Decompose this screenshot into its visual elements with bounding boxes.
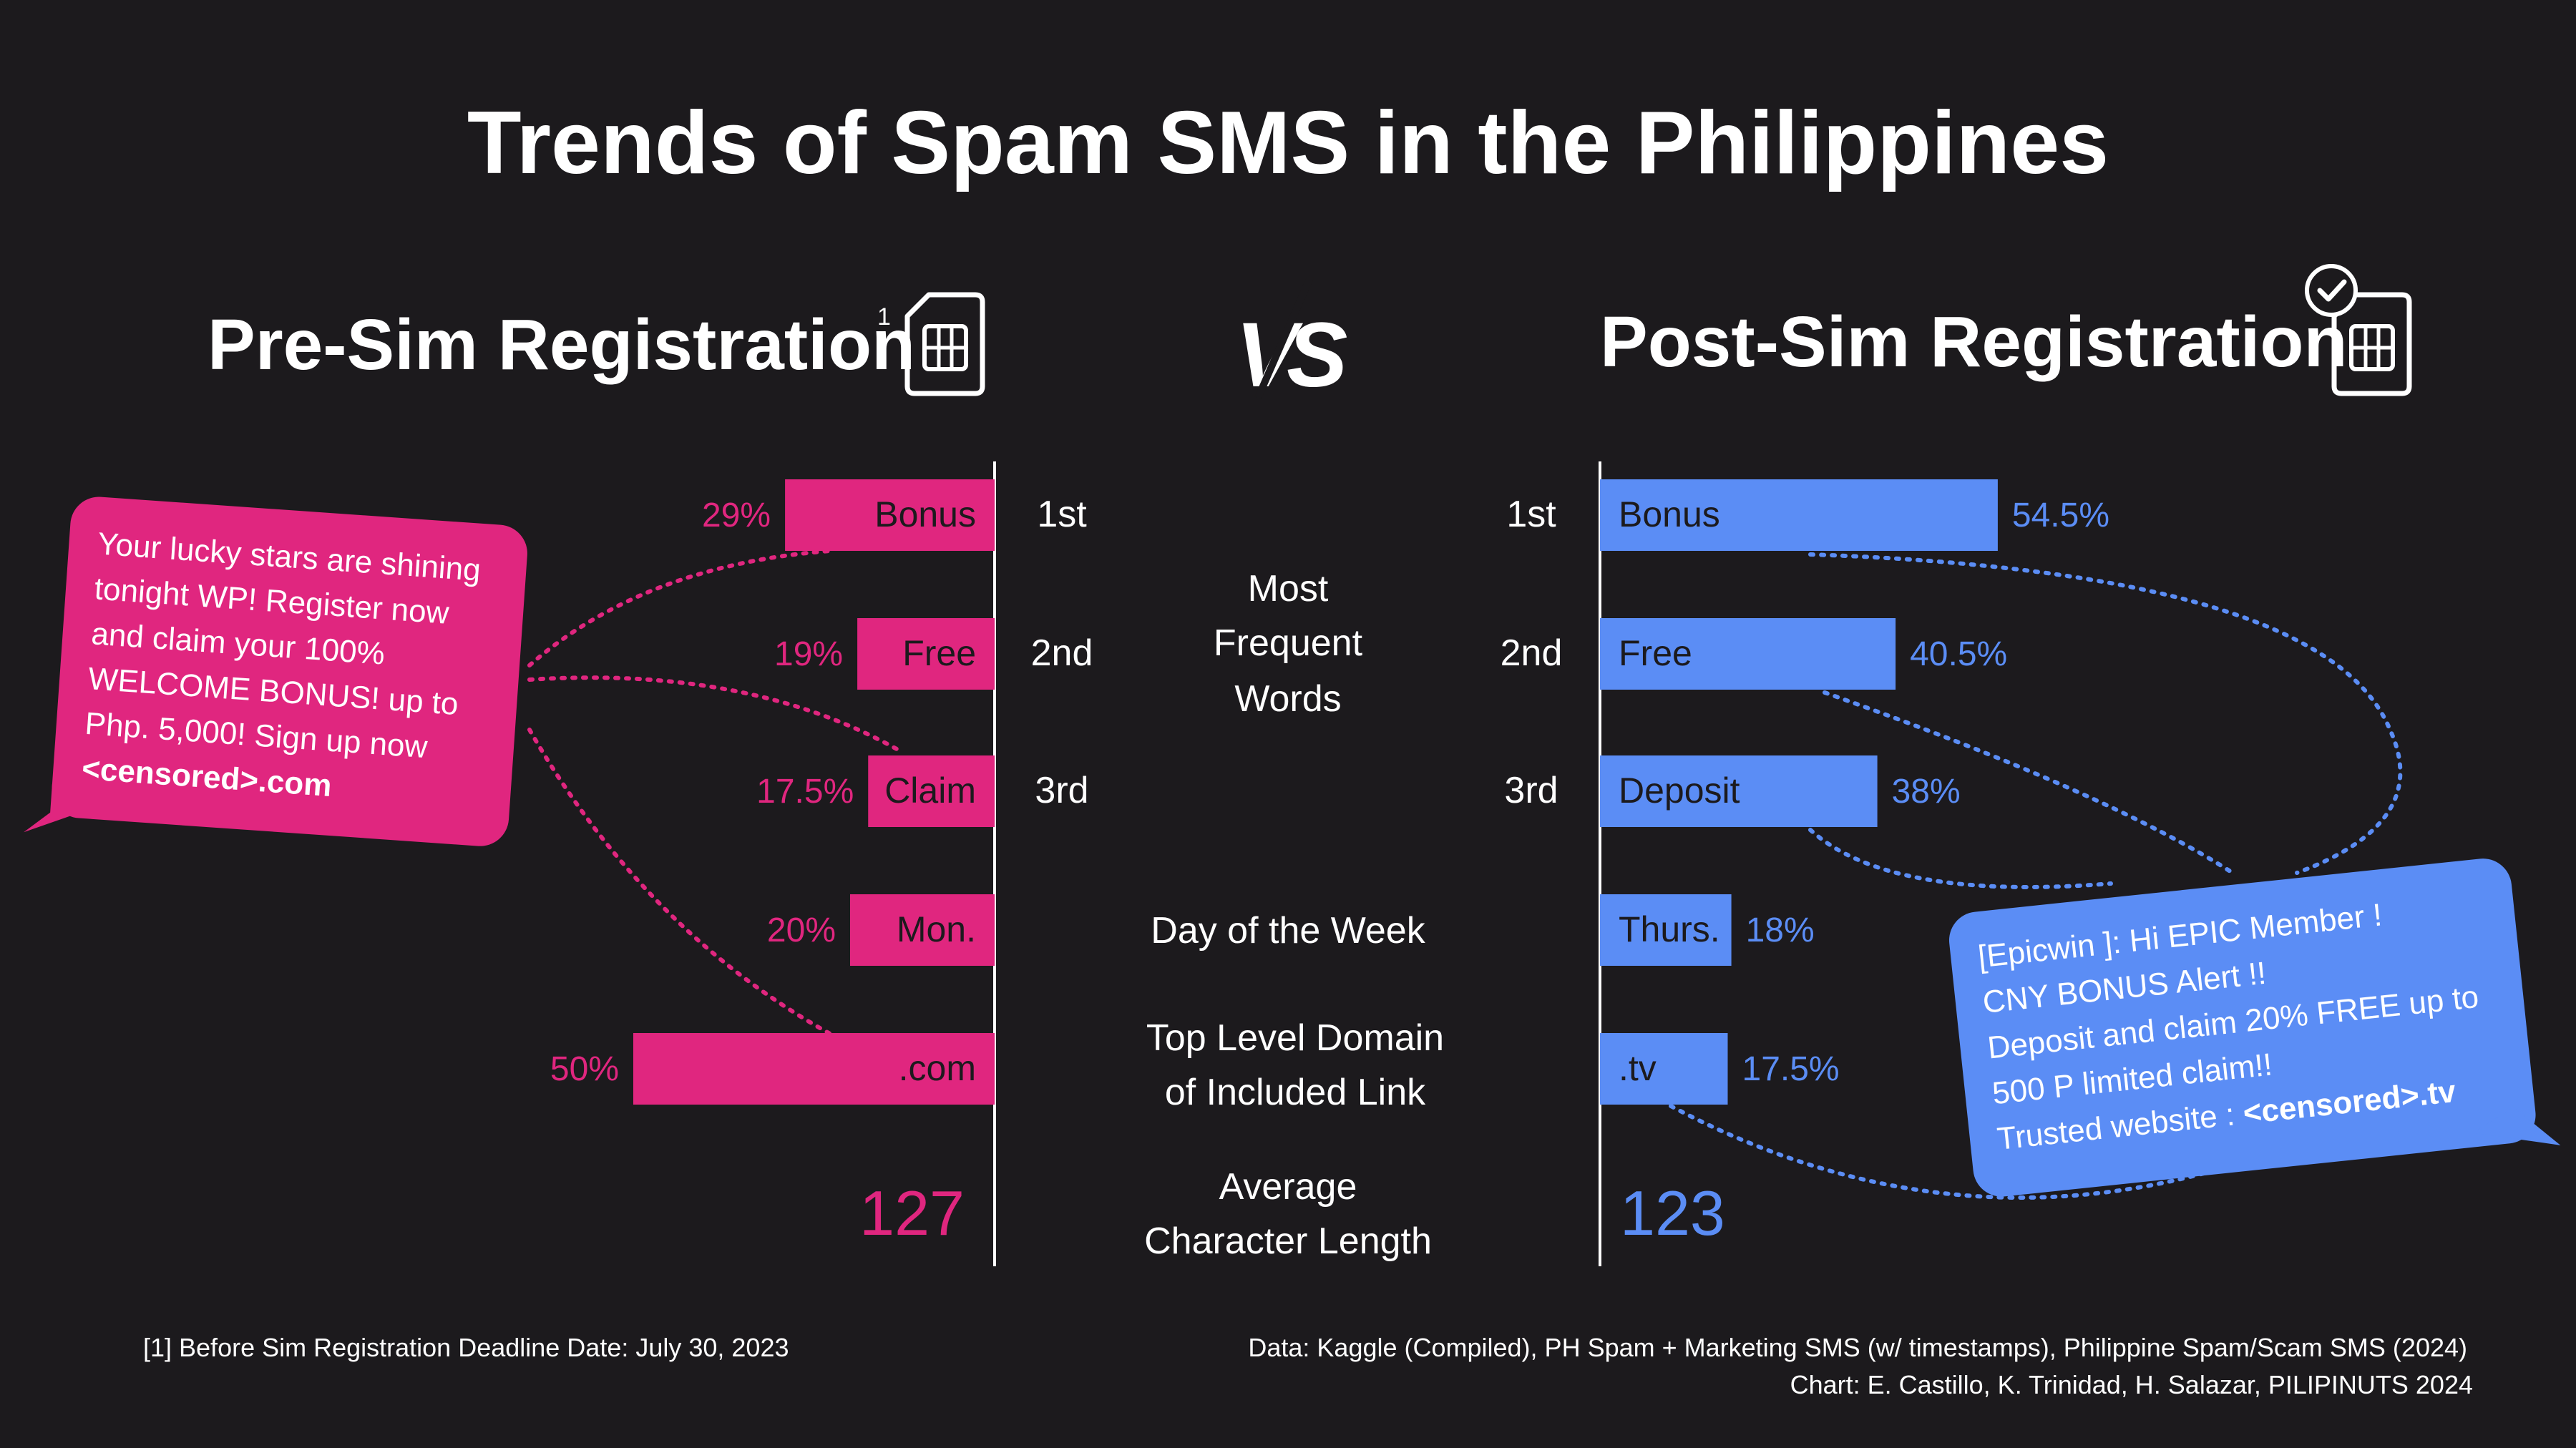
- post-bars: Bonus 54.5% Free 40.5% Deposit 38% Thurs. 18% .t…: [1600, 479, 2109, 1105]
- category-line: Character Length: [1144, 1220, 1432, 1262]
- pre-rank-3: 3rd: [1035, 770, 1088, 811]
- category-line: Most: [1248, 568, 1329, 610]
- pre-bar-word-third: Claim: [884, 771, 976, 811]
- pre-bar-word-free: Free: [902, 633, 976, 673]
- post-bar-value-tld: 17.5%: [1742, 1050, 1840, 1088]
- post-rank-2: 2nd: [1501, 632, 1563, 674]
- sim-card-check-icon: [2305, 264, 2412, 396]
- post-bar-word-tld: .tv: [1619, 1048, 1657, 1088]
- pre-bar-word-day: Mon.: [897, 909, 976, 949]
- post-bar-third: [1600, 755, 1878, 827]
- post-bar-day: [1600, 894, 1732, 966]
- pre-avg-length: 127: [859, 1178, 965, 1248]
- post-rank-1: 1st: [1506, 494, 1556, 535]
- pre-bar-bonus: [785, 479, 995, 551]
- pre-heading-footnote: 1: [877, 303, 891, 331]
- connector-tv: [1669, 1104, 2206, 1200]
- post-connectors: [1669, 552, 2403, 1200]
- connector-deposit: [1808, 828, 2113, 889]
- source: Data: Kaggle (Compiled), PH Spam + Marke…: [1248, 1333, 2467, 1362]
- pre-bar-value-day: 20%: [767, 911, 836, 949]
- post-bar-value-free: 40.5%: [1910, 635, 2007, 673]
- post-bar-value-day: 18%: [1746, 911, 1815, 949]
- connector-claim: [527, 675, 905, 755]
- pre-bar-value-tld: 50%: [550, 1050, 619, 1088]
- pre-connectors: [527, 549, 905, 1036]
- post-heading: Post-Sim Registration: [1600, 302, 2348, 382]
- category-line: Words: [1234, 678, 1341, 720]
- sim-card-icon: [904, 292, 985, 396]
- post-bar-value-third: 38%: [1892, 773, 1961, 811]
- post-bar-bonus: [1600, 479, 1998, 551]
- pre-bar-third: [868, 755, 995, 827]
- category-line: of Included Link: [1165, 1072, 1426, 1113]
- pre-bars: Bonus 29% Free 19% Claim 17.5% Mon. 20% .com 50%: [550, 479, 995, 1105]
- post-message-bubble: [Epicwin ]: Hi EPIC Member ! CNY BONUS A…: [1948, 858, 2561, 1197]
- post-bar-word-free: Free: [1619, 633, 1692, 673]
- vs-label: VS: [1236, 304, 1347, 406]
- pre-message-bubble: Your lucky stars are shining tonight WP!…: [24, 496, 527, 846]
- pre-bar-value-free: 19%: [774, 635, 843, 673]
- post-bar-value-bonus: 54.5%: [2012, 496, 2109, 534]
- category-avg-length: Average Character Length: [1144, 1166, 1432, 1262]
- category-tld: Top Level Domain of Included Link: [1146, 1017, 1444, 1113]
- pre-bar-free: [857, 618, 995, 690]
- post-bar-word-day: Thurs.: [1619, 909, 1720, 949]
- category-line: Frequent: [1214, 622, 1363, 664]
- pre-rank-2: 2nd: [1031, 632, 1093, 674]
- post-bar-free: [1600, 618, 1896, 690]
- post-bar-tld: [1600, 1033, 1728, 1105]
- pre-bar-tld: [633, 1033, 995, 1105]
- pre-bar-word-tld: .com: [899, 1048, 976, 1088]
- vs-icon: VS: [1236, 275, 1357, 406]
- category-most-frequent-words: Most Frequent Words: [1214, 568, 1363, 720]
- pre-bar-value-third: 17.5%: [756, 773, 854, 811]
- chart-title: Trends of Spam SMS in the Philippines: [467, 94, 2109, 192]
- footnote: [1] Before Sim Registration Deadline Dat…: [143, 1333, 789, 1362]
- pre-rank-1: 1st: [1037, 494, 1087, 535]
- credit: Chart: E. Castillo, K. Trinidad, H. Sala…: [1790, 1370, 2473, 1399]
- connector-com: [527, 728, 832, 1036]
- category-line: Average: [1219, 1166, 1357, 1208]
- category-day-of-week: Day of the Week: [1151, 910, 1425, 952]
- pre-bar-word-bonus: Bonus: [874, 494, 976, 534]
- post-avg-length: 123: [1620, 1178, 1725, 1248]
- connector-bonus: [527, 549, 832, 667]
- pre-bar-day: [850, 894, 995, 966]
- connector-bonus: [1808, 552, 2403, 875]
- post-bar-word-bonus: Bonus: [1619, 494, 1720, 534]
- category-line: Top Level Domain: [1146, 1017, 1444, 1059]
- pre-heading: Pre-Sim Registration: [208, 305, 915, 385]
- post-bar-word-third: Deposit: [1619, 771, 1740, 811]
- connector-free: [1823, 690, 2235, 875]
- post-rank-3: 3rd: [1504, 770, 1558, 811]
- pre-bar-value-bonus: 29%: [702, 496, 771, 534]
